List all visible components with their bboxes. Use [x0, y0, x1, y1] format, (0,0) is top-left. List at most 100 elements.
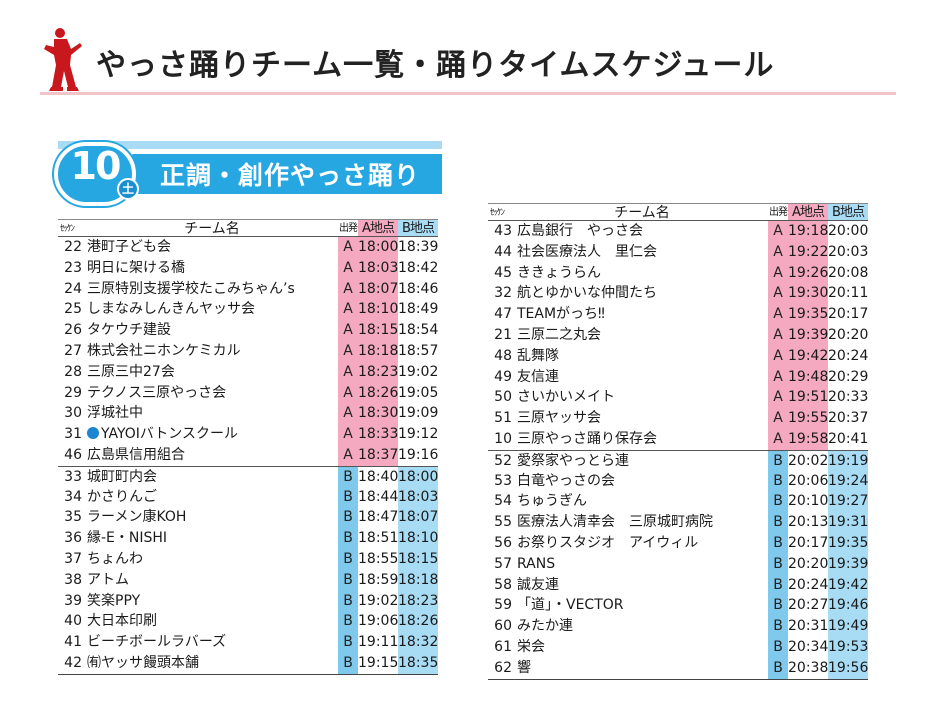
team-name: 明日に架ける橋 — [87, 259, 185, 276]
point-b-time: 20:41 — [828, 428, 868, 450]
point-b-time: 19:42 — [828, 574, 868, 596]
team-name: ちょんわ — [87, 550, 143, 567]
team-name: かさりんご — [87, 488, 157, 505]
row-number: 26 — [64, 322, 82, 339]
start-point: A — [768, 345, 788, 367]
row-number: 56 — [494, 534, 512, 551]
start-point: B — [338, 590, 358, 612]
point-a-time: 18:44 — [358, 486, 398, 508]
point-a-time: 19:35 — [788, 304, 828, 325]
table-row: 31 YAYOIバトンスクール A 18:33 19:12 — [58, 424, 438, 445]
row-number: 34 — [64, 488, 82, 505]
start-point: B — [338, 569, 358, 591]
start-point: B — [768, 616, 788, 637]
start-point: A — [768, 304, 788, 325]
table-row: 56 お祭りスタジオ アイウィル B 20:17 19:35 — [488, 532, 868, 554]
team-name: みたか連 — [517, 618, 573, 635]
table-row: 59 「道」・VECTOR B 20:27 19:46 — [488, 595, 868, 617]
row-number: 37 — [64, 550, 82, 567]
point-a-time: 18:23 — [358, 361, 398, 383]
point-b-time: 18:32 — [398, 632, 438, 653]
start-point: A — [338, 403, 358, 425]
row-number: 44 — [494, 243, 512, 260]
point-a-time: 20:10 — [788, 491, 828, 513]
point-b-time: 19:05 — [398, 382, 438, 404]
row-number: 29 — [64, 384, 82, 401]
point-a-time: 20:27 — [788, 595, 828, 617]
row-number: 54 — [494, 493, 512, 510]
team-name: ちゅうぎん — [517, 493, 587, 510]
table-row: 55 医療法人清幸会 三原城町病院 B 20:13 19:31 — [488, 512, 868, 533]
team-name: ききょうらん — [517, 264, 601, 281]
point-b-time: 20:11 — [828, 283, 868, 305]
point-b-time: 18:15 — [398, 548, 438, 570]
point-b-time: 19:12 — [398, 424, 438, 445]
start-point: A — [338, 299, 358, 321]
header-point-b: B地点 — [398, 220, 438, 236]
row-number: 31 — [64, 426, 82, 443]
header-seq: ｾｯｹﾝ — [490, 208, 505, 218]
team-name: 笑楽PPY — [87, 592, 141, 609]
start-point: A — [338, 361, 358, 383]
start-point: A — [768, 387, 788, 409]
row-number: 42 — [64, 654, 82, 671]
row-number: 40 — [64, 613, 82, 630]
team-name: お祭りスタジオ アイウィル — [517, 534, 699, 551]
team-name: YAYOIバトンスクール — [86, 424, 338, 445]
team-name: 航とゆかいな仲間たち — [517, 285, 657, 302]
start-point: B — [338, 632, 358, 653]
start-point: A — [338, 320, 358, 341]
header-point-b: B地点 — [828, 204, 868, 220]
start-point: A — [768, 283, 788, 305]
banner-strip — [58, 141, 442, 149]
team-name: 「道」・VECTOR — [517, 597, 624, 614]
start-point: B — [768, 450, 788, 471]
table-row: 27 株式会社ニホンケミカル A 18:18 18:57 — [58, 340, 438, 362]
header-point-a: A地点 — [788, 204, 828, 220]
table-row: 50 さいかいメイト A 19:51 20:33 — [488, 387, 868, 409]
start-point: A — [768, 408, 788, 429]
point-a-time: 19:42 — [788, 345, 828, 367]
row-number: 33 — [64, 468, 82, 485]
start-point: A — [338, 278, 358, 300]
row-number: 57 — [494, 555, 512, 572]
team-name: ビーチボールラバーズ — [87, 634, 227, 651]
point-b-time: 18:26 — [398, 611, 438, 633]
row-number: 25 — [64, 301, 82, 318]
point-b-time: 19:46 — [828, 595, 868, 617]
start-point: A — [338, 340, 358, 362]
row-number: 45 — [494, 264, 512, 281]
start-point: A — [338, 424, 358, 445]
row-number: 22 — [64, 239, 82, 255]
table-row: 22 港町子ども会 A 18:00 18:39 — [58, 237, 438, 258]
row-number: 62 — [494, 659, 512, 676]
point-b-time: 18:57 — [398, 340, 438, 362]
table-row: 57 RANS B 20:20 19:39 — [488, 553, 868, 575]
point-a-time: 19:15 — [358, 652, 398, 674]
team-name: 誠友連 — [517, 576, 559, 593]
point-a-time: 20:24 — [788, 574, 828, 596]
start-point: B — [768, 657, 788, 679]
row-number: 60 — [494, 618, 512, 635]
team-name: しまなみしんきんヤッサ会 — [87, 301, 255, 318]
table-row: 24 三原特別支援学校たこみちゃん’s A 18:07 18:46 — [58, 278, 438, 300]
start-point: B — [768, 636, 788, 658]
point-a-time: 19:22 — [788, 241, 828, 263]
row-number: 55 — [494, 514, 512, 531]
start-point: B — [768, 553, 788, 575]
table-row: 61 栄会 B 20:34 19:53 — [488, 636, 868, 658]
team-name: 栄会 — [517, 638, 545, 655]
team-name: 三原三中27会 — [87, 363, 175, 380]
point-b-time: 19:39 — [828, 553, 868, 575]
team-name: 友信連 — [517, 368, 559, 385]
table-row: 39 笑楽PPY B 19:02 18:23 — [58, 590, 438, 612]
start-point: A — [768, 241, 788, 263]
point-a-time: 18:55 — [358, 548, 398, 570]
point-a-time: 19:51 — [788, 387, 828, 409]
start-point: A — [338, 257, 358, 279]
point-a-time: 18:03 — [358, 257, 398, 279]
table-row: 45 ききょうらん A 19:26 20:08 — [488, 262, 868, 284]
point-a-time: 18:18 — [358, 340, 398, 362]
table-row: 41 ビーチボールラバーズ B 19:11 18:32 — [58, 632, 438, 653]
point-b-time: 19:31 — [828, 512, 868, 533]
